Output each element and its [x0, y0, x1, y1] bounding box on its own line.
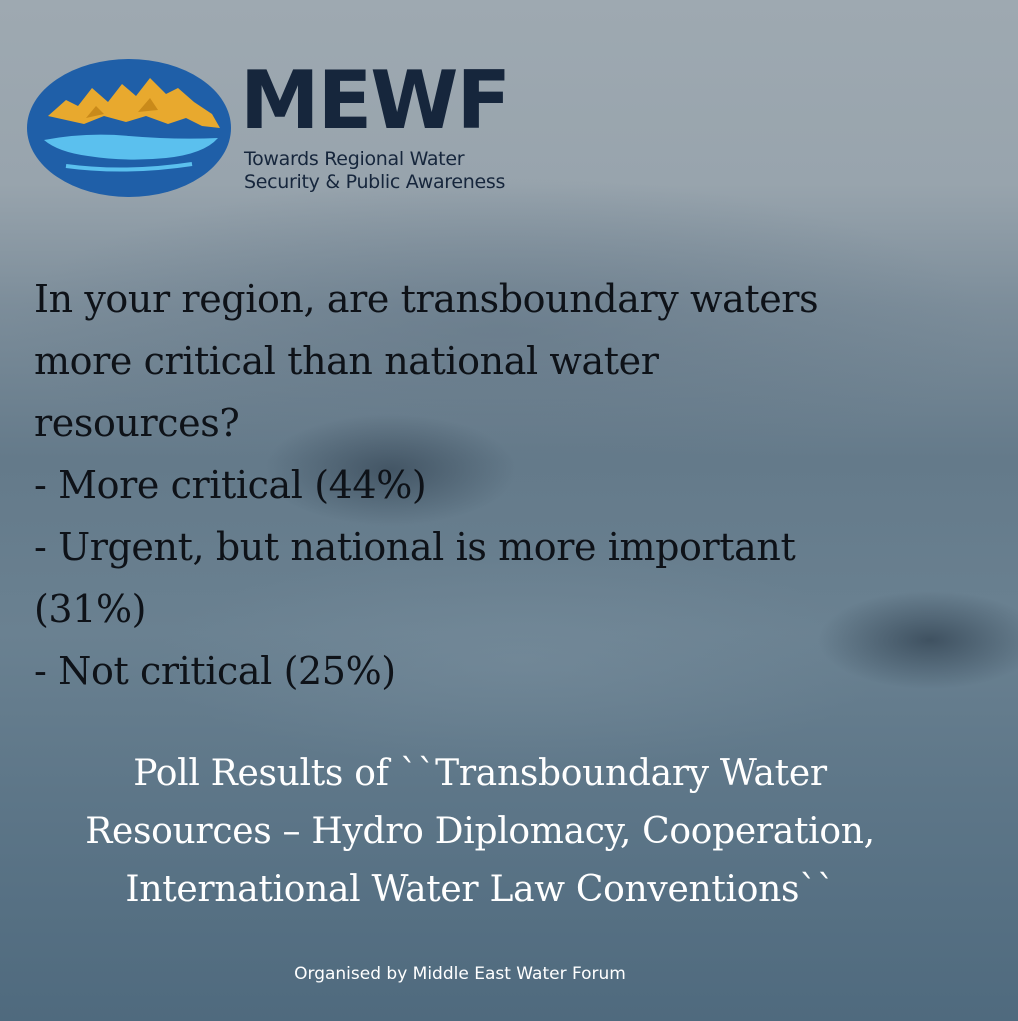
- tagline-line-1: Towards Regional Water: [244, 148, 465, 170]
- organiser-credit: Organised by Middle East Water Forum: [294, 964, 626, 984]
- brand-name: MEWF: [240, 54, 511, 147]
- poll-question-block: In your region, are transboundary waters…: [34, 268, 994, 702]
- poll-option-more-critical: - More critical (44%): [34, 463, 427, 507]
- poll-option-urgent: - Urgent, but national is more important: [34, 525, 796, 569]
- poll-option-not-critical: - Not critical (25%): [34, 649, 396, 693]
- caption-line-1: Poll Results of ``Transboundary Water: [133, 753, 827, 794]
- question-line-3: resources?: [34, 401, 240, 445]
- poll-caption: Poll Results of ``Transboundary Water Re…: [0, 745, 960, 919]
- caption-line-3: International Water Law Conventions``: [125, 869, 835, 910]
- caption-line-2: Resources – Hydro Diplomacy, Cooperation…: [85, 811, 875, 852]
- tagline-line-2: Security & Public Awareness: [244, 171, 506, 193]
- mewf-logo-icon: [27, 59, 231, 197]
- logo-header: MEWF Towards Regional Water Security & P…: [24, 56, 544, 206]
- question-line-2: more critical than national water: [34, 339, 659, 383]
- question-line-1: In your region, are transboundary waters: [34, 277, 819, 321]
- poll-option-urgent-percent: (31%): [34, 587, 147, 631]
